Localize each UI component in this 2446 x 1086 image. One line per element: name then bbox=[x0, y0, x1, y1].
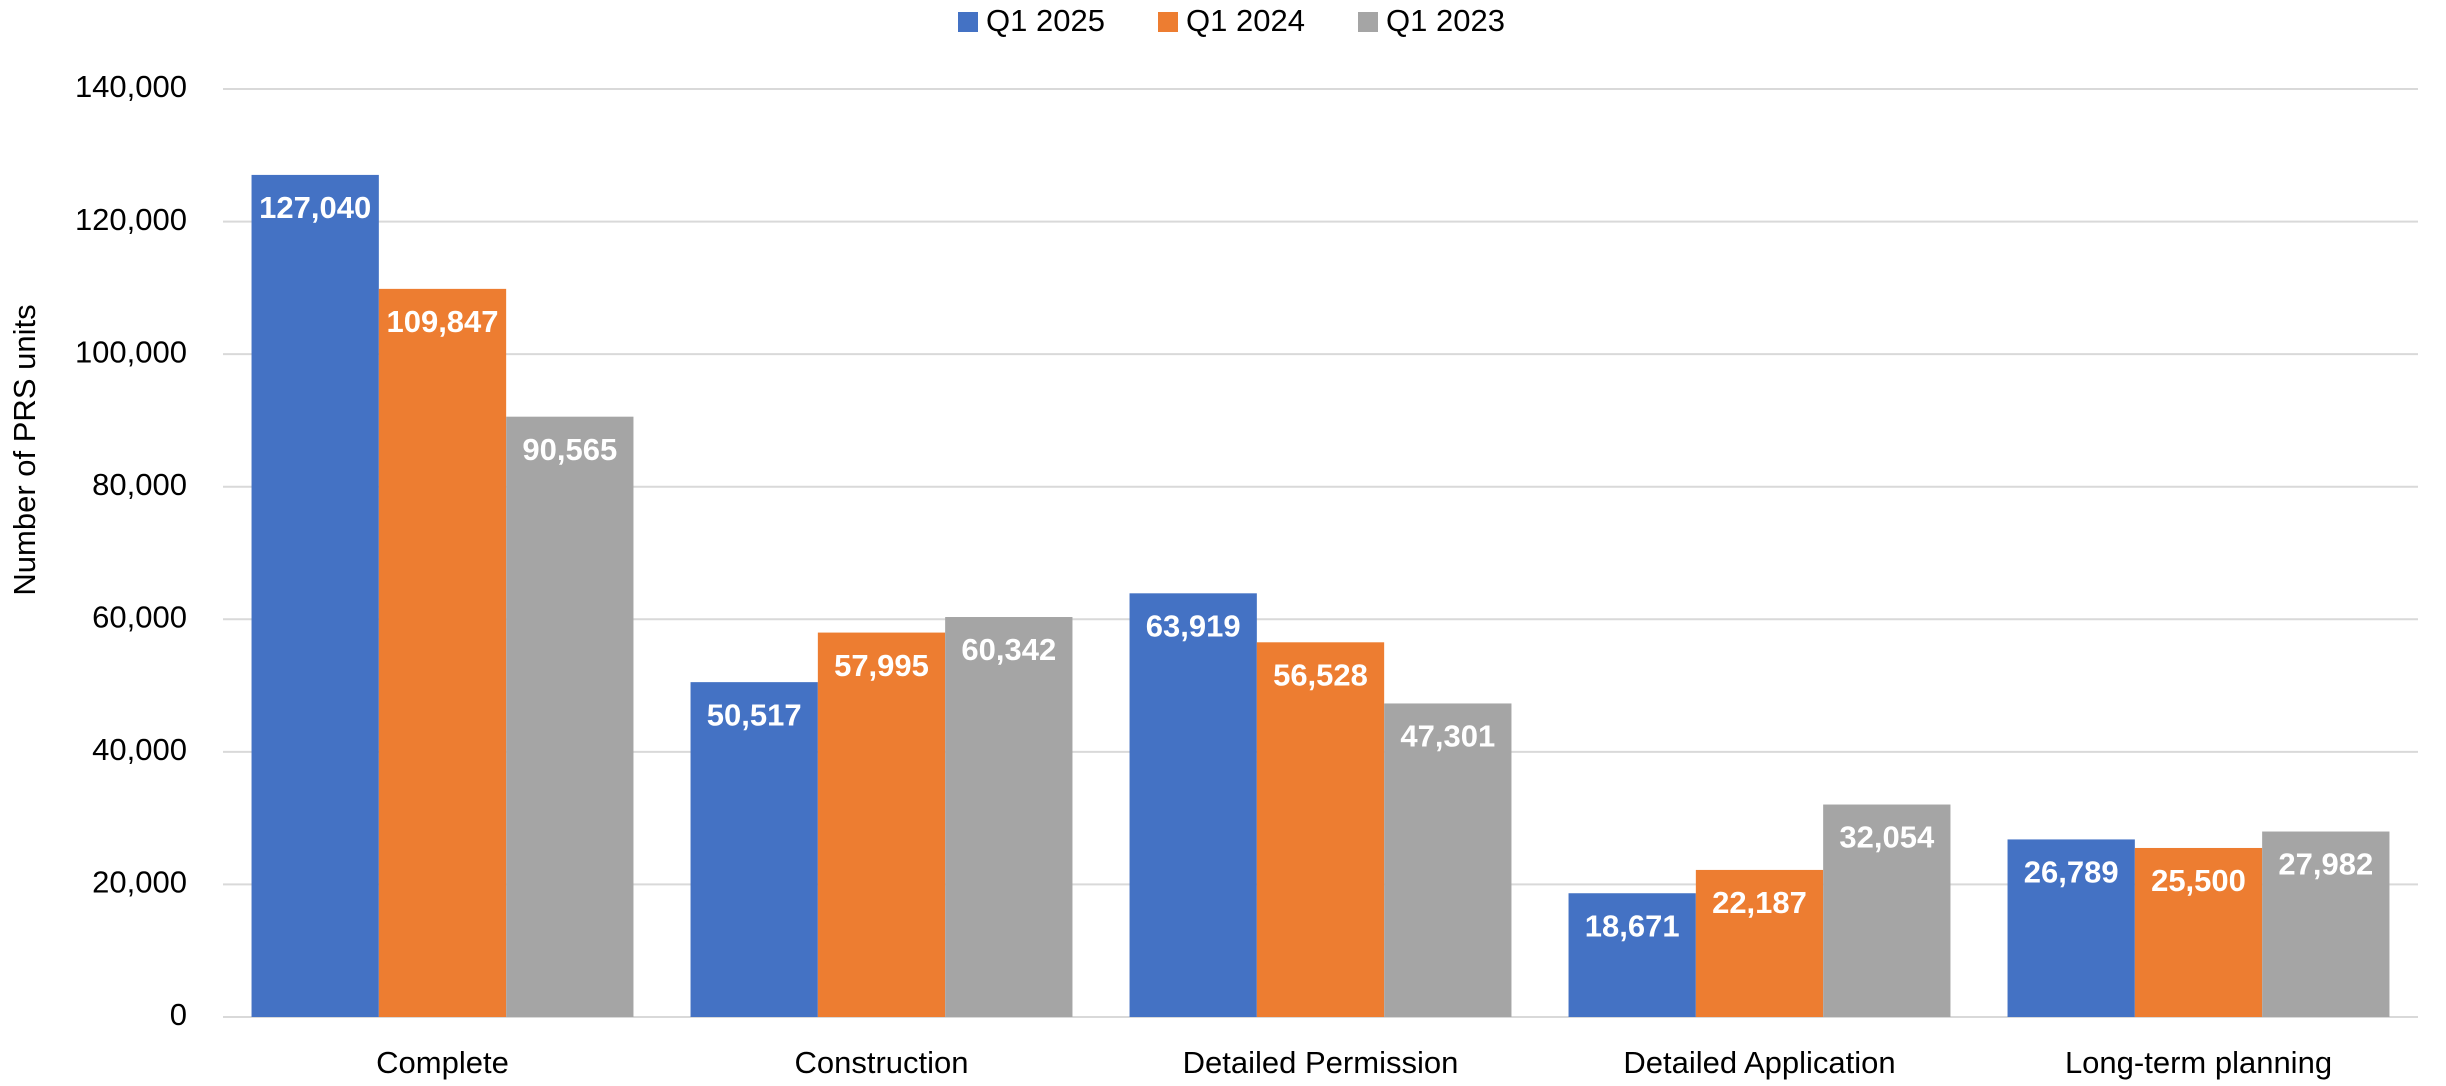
legend-label: Q1 2024 bbox=[1186, 3, 1305, 38]
data-label: 90,565 bbox=[522, 432, 617, 467]
data-label: 57,995 bbox=[834, 648, 929, 683]
legend-label: Q1 2025 bbox=[986, 3, 1105, 38]
bar bbox=[1695, 869, 1824, 1017]
bar bbox=[506, 416, 634, 1017]
legend-swatch bbox=[1358, 12, 1378, 32]
bar bbox=[2007, 839, 2135, 1017]
bar bbox=[1823, 804, 1951, 1017]
data-label: 18,671 bbox=[1585, 908, 1680, 943]
data-label: 22,187 bbox=[1712, 885, 1807, 920]
bar bbox=[378, 288, 507, 1017]
legend-label: Q1 2023 bbox=[1386, 3, 1505, 38]
data-label: 60,342 bbox=[961, 632, 1056, 667]
data-label: 32,054 bbox=[1839, 820, 1935, 855]
legend-swatch bbox=[1158, 12, 1178, 32]
bar bbox=[1129, 593, 1257, 1017]
data-label: 25,500 bbox=[2151, 863, 2246, 898]
bar bbox=[2134, 847, 2263, 1017]
legend-swatch bbox=[958, 12, 978, 32]
data-label: 26,789 bbox=[2024, 855, 2119, 890]
bar bbox=[1384, 703, 1512, 1017]
bar bbox=[1568, 893, 1696, 1017]
data-label: 127,040 bbox=[259, 190, 371, 225]
y-tick-label: 120,000 bbox=[75, 202, 187, 237]
bar bbox=[1256, 642, 1385, 1017]
data-label: 56,528 bbox=[1273, 657, 1368, 692]
y-tick-label: 80,000 bbox=[92, 467, 187, 502]
bar bbox=[690, 682, 818, 1017]
y-tick-label: 40,000 bbox=[92, 732, 187, 767]
x-tick-label: Detailed Application bbox=[1623, 1045, 1895, 1080]
y-axis-title: Number of PRS units bbox=[7, 304, 42, 595]
bar bbox=[251, 174, 379, 1018]
bar bbox=[817, 632, 946, 1017]
data-label: 109,847 bbox=[386, 304, 498, 339]
data-label: 63,919 bbox=[1146, 608, 1241, 643]
x-tick-label: Detailed Permission bbox=[1183, 1045, 1459, 1080]
y-tick-label: 60,000 bbox=[92, 599, 187, 634]
bar bbox=[945, 617, 1073, 1017]
x-tick-label: Long-term planning bbox=[2065, 1045, 2332, 1080]
data-label: 27,982 bbox=[2278, 847, 2373, 882]
y-tick-label: 100,000 bbox=[75, 334, 187, 369]
x-tick-label: Construction bbox=[794, 1045, 968, 1080]
y-tick-label: 140,000 bbox=[75, 69, 187, 104]
data-label: 47,301 bbox=[1400, 719, 1495, 754]
y-tick-label: 20,000 bbox=[92, 865, 187, 900]
data-label: 50,517 bbox=[707, 697, 802, 732]
x-tick-label: Complete bbox=[376, 1045, 509, 1080]
y-tick-label: 0 bbox=[170, 997, 187, 1032]
bar bbox=[2262, 831, 2390, 1017]
